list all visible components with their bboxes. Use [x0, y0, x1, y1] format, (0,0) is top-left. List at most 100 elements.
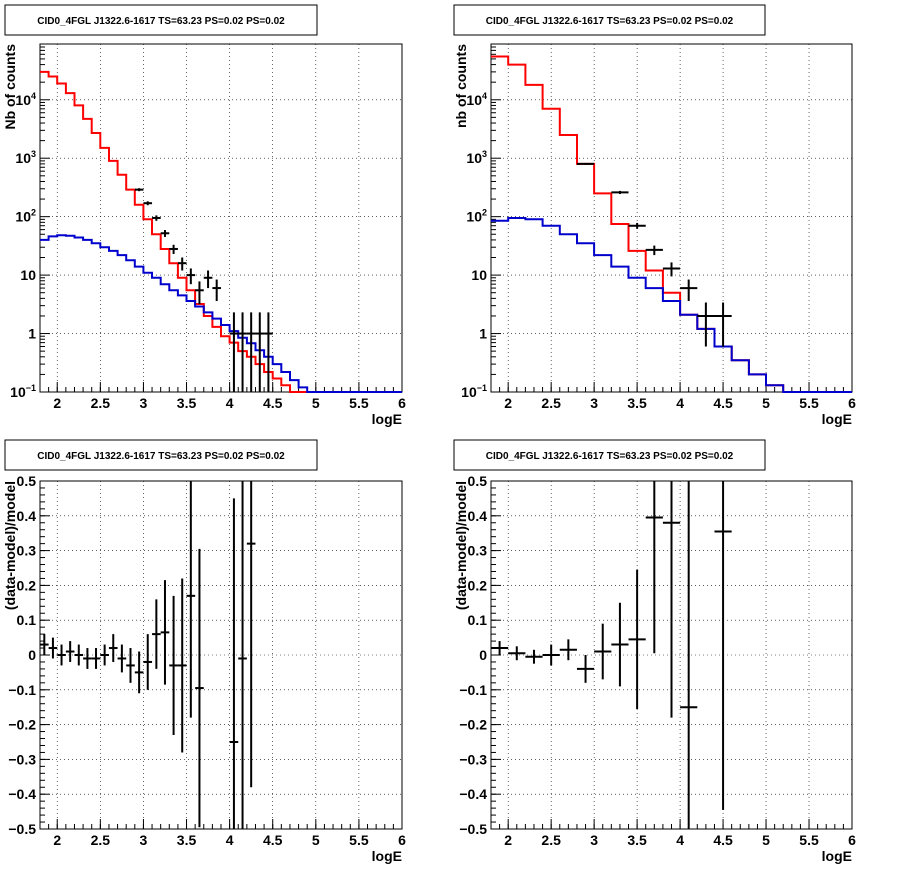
x-tick-label: 2: [53, 395, 61, 411]
x-tick-label: 4: [676, 395, 684, 411]
y-tick-label: 0.2: [17, 577, 37, 593]
data-point: [169, 595, 178, 736]
x-tick-label: 5: [312, 395, 320, 411]
x-tick-label: 5: [312, 832, 320, 848]
y-tick-label: 0.5: [468, 473, 488, 489]
y-axis-title: (data-model)/model: [453, 481, 469, 610]
x-tick-label: 5: [762, 832, 770, 848]
x-tick-label: 2: [53, 832, 61, 848]
data-point: [559, 639, 577, 661]
y-tick-label: 0.3: [17, 543, 37, 559]
y-tick-label: 102: [15, 208, 36, 225]
y-tick-label: 0.2: [468, 577, 488, 593]
x-tick-label: 2.5: [91, 832, 111, 848]
data-point: [611, 190, 629, 195]
y-tick-label: 0.1: [17, 612, 37, 628]
y-tick-label: 10−1: [10, 383, 36, 400]
data-point: [246, 312, 256, 392]
y-tick-label: 104: [466, 91, 487, 108]
data-point: [108, 634, 118, 662]
data-point: [100, 644, 109, 666]
series-total-model: [491, 55, 852, 393]
data-point: [662, 481, 681, 718]
x-tick-label: 4.5: [263, 395, 283, 411]
y-tick-label: −0.4: [8, 786, 36, 802]
y-axis-title: nb of counts: [453, 44, 469, 128]
data-point: [195, 281, 204, 305]
y-tick-label: 1: [479, 326, 487, 342]
y-tick-label: −0.5: [459, 821, 487, 837]
y-tick-label: 103: [466, 149, 487, 166]
data-point: [508, 646, 526, 661]
x-tick-label: 3.5: [627, 832, 647, 848]
data-point: [83, 648, 92, 669]
x-tick-label: 3.5: [177, 395, 197, 411]
chart-title: CID0_4FGL J1322.6-1617 TS=63.23 PS=0.02 …: [486, 451, 734, 462]
data-point: [264, 312, 273, 392]
series-background: [40, 234, 402, 393]
y-tick-label: −0.3: [8, 751, 36, 767]
y-axis-title: (data-model)/model: [2, 481, 18, 610]
y-tick-label: −0.5: [8, 821, 36, 837]
y-tick-label: 10: [20, 267, 36, 283]
x-tick-label: 3.5: [177, 832, 197, 848]
data-point: [645, 481, 663, 654]
data-point: [177, 578, 187, 753]
chart-title: CID0_4FGL J1322.6-1617 TS=63.23 PS=0.02 …: [486, 16, 734, 27]
x-tick-label: 3.5: [627, 395, 647, 411]
title-box: [453, 4, 766, 36]
y-tick-label: 0: [479, 647, 487, 663]
data-point: [40, 634, 49, 655]
x-tick-label: 6: [848, 395, 856, 411]
y-tick-label: 0.5: [17, 473, 37, 489]
y-tick-label: −0.1: [459, 682, 487, 698]
title-box: [4, 4, 318, 36]
data-point: [662, 262, 681, 277]
x-tick-label: 5: [762, 395, 770, 411]
x-tick-label: 4: [226, 395, 234, 411]
x-axis-title: logE: [372, 411, 402, 427]
data-point: [628, 222, 646, 229]
y-tick-label: 104: [15, 91, 36, 108]
x-tick-label: 3: [590, 832, 598, 848]
y-tick-label: −0.3: [459, 751, 487, 767]
y-tick-label: −0.2: [459, 717, 487, 733]
plot-frame: [490, 43, 853, 393]
series-background: [491, 217, 852, 393]
data-point: [160, 580, 170, 685]
chart-panel-3: 2 2.5 3 3.5 4 4.5 5 5.5 6 −0.5 −0.4 −0.3 −0.2 −0.1 0 0.…: [2, 439, 406, 864]
y-tick-label: 0: [28, 647, 36, 663]
plot-frame: [39, 43, 403, 393]
data-point: [680, 279, 698, 302]
x-tick-label: 3: [590, 395, 598, 411]
x-tick-label: 6: [848, 832, 856, 848]
data-point: [246, 481, 256, 788]
data-point: [91, 648, 101, 669]
data-point: [680, 481, 698, 829]
data-point: [645, 245, 663, 256]
data-point: [169, 244, 178, 254]
data-point: [203, 270, 213, 289]
data-point: [186, 268, 196, 285]
data-point: [143, 201, 153, 206]
x-tick-label: 2.5: [541, 395, 561, 411]
title-box: [4, 439, 318, 471]
data-point: [238, 481, 247, 829]
data-point: [57, 644, 66, 666]
data-point: [117, 644, 127, 673]
x-tick-label: 5.5: [799, 832, 819, 848]
y-tick-label: 1: [28, 326, 36, 342]
data-point: [491, 641, 509, 655]
x-tick-label: 2.5: [541, 832, 561, 848]
y-tick-label: 10−1: [461, 383, 487, 400]
y-axis-title: Nb of counts: [2, 44, 18, 130]
data-point: [525, 649, 543, 664]
chart-title: CID0_4FGL J1322.6-1617 TS=63.23 PS=0.02 …: [37, 451, 285, 462]
chart-panel-4: 2 2.5 3 3.5 4 4.5 5 5.5 6 −0.5 −0.4 −0.3 −0.2 −0.1 0 0.…: [453, 439, 856, 864]
data-point: [229, 498, 239, 829]
data-point: [611, 602, 629, 687]
y-tick-label: 0.4: [468, 508, 488, 524]
x-tick-label: 2.5: [91, 395, 111, 411]
data-point: [152, 215, 161, 221]
